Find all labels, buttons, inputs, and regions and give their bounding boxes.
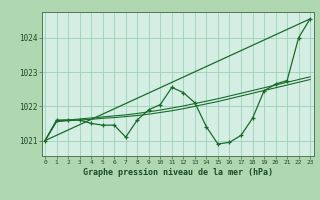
X-axis label: Graphe pression niveau de la mer (hPa): Graphe pression niveau de la mer (hPa)	[83, 168, 273, 177]
